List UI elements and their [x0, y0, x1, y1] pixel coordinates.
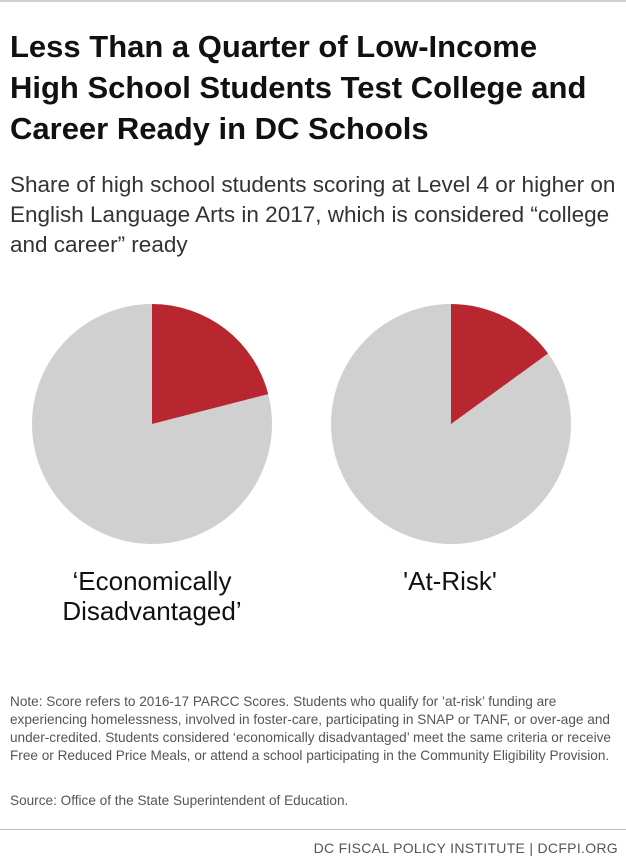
pie-label-line: 'At-Risk': [403, 566, 497, 596]
top-divider: [0, 0, 626, 2]
pie-label-economically-disadvantaged: ‘Economically Disadvantaged’: [22, 566, 282, 626]
pie-slice-not-ready: [32, 304, 273, 544]
pie-slice-ready: [451, 304, 549, 424]
footnote: Note: Score refers to 2016-17 PARCC Scor…: [10, 694, 611, 763]
pie-label-at-risk: 'At-Risk': [320, 566, 580, 596]
pie-slice-ready: [152, 304, 269, 424]
pie-economically-disadvantaged: [32, 304, 273, 544]
pie-label-line: ‘Economically: [72, 566, 232, 596]
pie-charts: [32, 304, 571, 544]
chart-subtitle: Share of high school students scoring at…: [10, 172, 616, 257]
footer-credit: DC FISCAL POLICY INSTITUTE | DCFPI.ORG: [313, 840, 618, 856]
pie-label-line: Disadvantaged’: [62, 596, 242, 626]
pie-at-risk: [331, 304, 571, 544]
source-note: Source: Office of the State Superintende…: [10, 793, 349, 808]
bottom-divider: [0, 829, 626, 830]
chart-title: Less Than a Quarter of Low-Income High S…: [10, 29, 587, 146]
